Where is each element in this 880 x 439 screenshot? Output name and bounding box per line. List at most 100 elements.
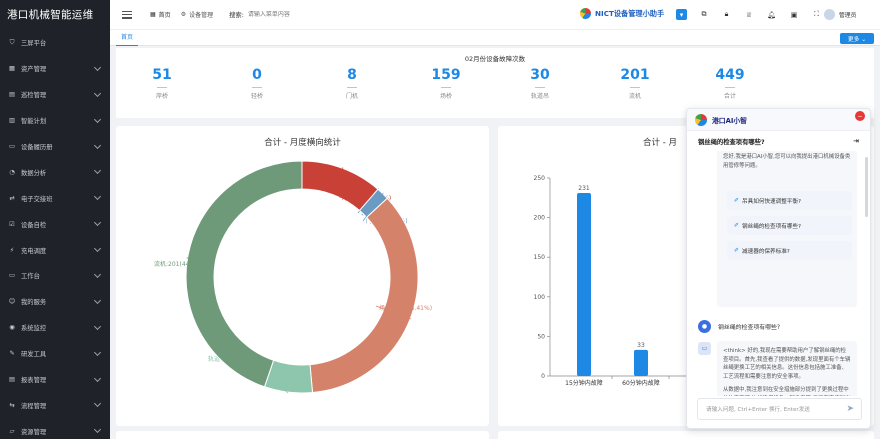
breadcrumb-home[interactable]: ▦ 首页 bbox=[150, 10, 171, 19]
stat-item: 8 门机 bbox=[312, 67, 392, 100]
bell-icon[interactable]: 🔔︎ bbox=[767, 10, 776, 19]
sidebar-item-9[interactable]: ▭ 工作台 bbox=[0, 263, 110, 289]
ai-suggestion-label: 吊具如何快速调整平衡? bbox=[742, 198, 801, 205]
ai-answer-p2: 从数据中,我注意到在安全措施部分提到了更换过程中的注意事项,比如确保设备、起重者… bbox=[723, 386, 850, 396]
assistant-label: NICT设备管理小助手 bbox=[595, 8, 665, 18]
close-icon[interactable]: − bbox=[855, 111, 865, 121]
pie-slice-label: 场桥:159(35.41%) bbox=[379, 304, 432, 312]
stat-item: 0 轻桥 bbox=[217, 67, 297, 100]
sidebar-item-label: 电子交接班 bbox=[21, 195, 53, 203]
user-message: 钢丝绳的检查项有哪些? bbox=[718, 325, 781, 331]
sidebar-item-label: 研发工具 bbox=[21, 351, 47, 359]
chevron-down-icon bbox=[93, 400, 102, 408]
chevron-down-icon bbox=[93, 219, 102, 227]
sidebar-item-2[interactable]: ▤ 巡检管理 bbox=[0, 82, 110, 108]
more-button[interactable]: 更多 ⌄ bbox=[840, 33, 874, 44]
assistant-link[interactable]: NICT设备管理小助手 bbox=[580, 8, 664, 19]
pie-slice-3[interactable] bbox=[309, 197, 419, 394]
bar-1[interactable] bbox=[634, 349, 648, 376]
grid-icon: ▦ bbox=[9, 65, 15, 73]
exit-icon[interactable]: ⇥ bbox=[853, 137, 859, 145]
stat-label: 合计 bbox=[723, 93, 736, 100]
scrollbar[interactable] bbox=[865, 157, 868, 217]
stat-value: 159 bbox=[431, 67, 461, 83]
stat-item: 201 流机 bbox=[595, 67, 675, 100]
sidebar-item-label: 充电调度 bbox=[21, 247, 47, 255]
ai-suggestion-label: 钢丝绳的检查项有哪些? bbox=[742, 223, 801, 230]
stat-item: 159 场桥 bbox=[406, 67, 486, 100]
sidebar-item-7[interactable]: ☑ 设备自检 bbox=[0, 211, 110, 237]
chat-icon[interactable]: ▾ bbox=[676, 9, 687, 20]
sidebar-item-14[interactable]: ⇆ 流程管理 bbox=[0, 392, 110, 418]
user-avatar-icon: ● bbox=[698, 320, 711, 333]
report-icon: ▤ bbox=[9, 376, 15, 384]
search-label: 搜索: bbox=[229, 12, 244, 19]
shirt-icon[interactable]: ♕ bbox=[745, 10, 753, 19]
folder-icon: ▱ bbox=[9, 427, 15, 435]
breadcrumb-home-label: 首页 bbox=[158, 12, 171, 19]
swap-icon: ⇄ bbox=[9, 194, 15, 202]
pen-icon: ✐ bbox=[734, 222, 740, 229]
lock-icon[interactable]: 🔒︎ bbox=[724, 10, 729, 18]
sidebar-item-8[interactable]: ⚡ 充电调度 bbox=[0, 237, 110, 263]
sidebar-item-13[interactable]: ▤ 报表管理 bbox=[0, 367, 110, 393]
ai-suggestion[interactable]: ✐ 钢丝绳的检查项有哪些? bbox=[727, 216, 852, 235]
qrcode-icon[interactable]: ▣ bbox=[790, 10, 798, 19]
stats-title: 02月份设备故障次数 bbox=[464, 55, 526, 63]
ai-conversation: 您好,我是港口AI小智,您可以向我提出港口机械设备类用管修等问题。 ✐ 吊具如何快… bbox=[687, 151, 870, 396]
ai-panel-title: 港口AI小智 bbox=[712, 116, 747, 125]
user-menu[interactable]: 管理员 bbox=[824, 9, 856, 20]
chevron-down-icon bbox=[93, 167, 102, 175]
ai-suggestion[interactable]: ✐ 吊具如何快速调整平衡? bbox=[727, 191, 852, 210]
ai-assistant-panel: 港口AI小智 − 钢丝绳的检查项有哪些? ⇥ 您好,我是港口AI小智,您可以向我… bbox=[686, 108, 871, 429]
ai-panel-header: 港口AI小智 − bbox=[687, 109, 870, 131]
book-icon: ▭ bbox=[9, 143, 15, 150]
sidebar-item-12[interactable]: ✎ 研发工具 bbox=[0, 341, 110, 367]
pie-leader-line bbox=[375, 305, 412, 320]
pen-icon: ✐ bbox=[734, 247, 740, 254]
pen-icon: ✐ bbox=[734, 197, 740, 204]
sidebar-item-6[interactable]: ⇄ 电子交接班 bbox=[0, 185, 110, 211]
y-tick-label: 100 bbox=[534, 294, 546, 301]
tab-home[interactable]: 首页 bbox=[116, 30, 139, 46]
stat-value: 8 bbox=[347, 67, 357, 83]
bar-data-label: 33 bbox=[637, 342, 645, 349]
sidebar-item-4[interactable]: ▭ 设备履历册 bbox=[0, 134, 110, 160]
calendar-icon: ▥ bbox=[9, 117, 15, 125]
fault-stats-panel: 02月份设备故障次数 51 岸桥 0 轻桥 8 门机 159 场桥 30 轨道吊 201 流机 449 合… bbox=[116, 48, 874, 118]
pie-slice-5[interactable] bbox=[185, 160, 303, 388]
sidebar-menu: ⛉ 三屏平台 ▦ 资产管理 ▤ 巡检管理 ▥ 智能计划 ▭ 设备履历册 ◔ 数据分析 ⇄ 电子交接班 ☑ 设备… bbox=[0, 30, 110, 439]
sidebar-item-3[interactable]: ▥ 智能计划 bbox=[0, 108, 110, 134]
ai-question-text: 钢丝绳的检查项有哪些? bbox=[698, 138, 765, 146]
sidebar-item-label: 智能计划 bbox=[21, 118, 47, 126]
search-input[interactable] bbox=[247, 11, 338, 18]
stat-divider bbox=[157, 87, 167, 88]
monitor-icon: ▭ bbox=[9, 272, 15, 280]
fullscreen-icon[interactable]: ⛶ bbox=[814, 10, 819, 18]
sidebar-item-11[interactable]: ◉ 系统监控 bbox=[0, 315, 110, 341]
sidebar-item-1[interactable]: ▦ 资产管理 bbox=[0, 56, 110, 82]
sidebar-item-15[interactable]: ▱ 资源管理 bbox=[0, 418, 110, 439]
pie-slice-label: 岸桥:51(11.36%) bbox=[342, 194, 391, 202]
sidebar-item-5[interactable]: ◔ 数据分析 bbox=[0, 159, 110, 185]
chevron-down-icon bbox=[93, 193, 102, 201]
stat-label: 场桥 bbox=[439, 93, 452, 100]
sidebar-item-10[interactable]: ☺ 我的服务 bbox=[0, 289, 110, 315]
chevron-down-icon bbox=[93, 374, 102, 382]
chart-icon: ◔ bbox=[9, 168, 15, 176]
sidebar-item-0[interactable]: ⛉ 三屏平台 bbox=[0, 30, 110, 56]
y-tick-label: 150 bbox=[534, 254, 546, 261]
send-icon[interactable]: ➤ bbox=[846, 404, 854, 414]
bar-0[interactable] bbox=[577, 193, 591, 376]
chevron-down-icon bbox=[93, 426, 102, 434]
ai-suggestion[interactable]: ✐ 减速器的保养标准? bbox=[727, 241, 852, 260]
menu-toggle-icon[interactable] bbox=[122, 10, 132, 19]
ai-current-question: 钢丝绳的检查项有哪些? ⇥ bbox=[687, 131, 870, 151]
sidebar-item-label: 设备履历册 bbox=[21, 144, 53, 151]
breadcrumb-current[interactable]: ⚙ 设备管理 bbox=[181, 10, 213, 19]
chevron-down-icon bbox=[93, 322, 102, 330]
ai-question-input[interactable]: 请输入问题, Ctrl+Enter 换行, Enter发送 ➤ bbox=[697, 398, 862, 420]
pie-leader-line bbox=[339, 167, 344, 199]
screen-icon[interactable]: ⧉ bbox=[701, 10, 707, 18]
pie-chart-title: 合计 - 月度横向统计 bbox=[264, 138, 341, 148]
